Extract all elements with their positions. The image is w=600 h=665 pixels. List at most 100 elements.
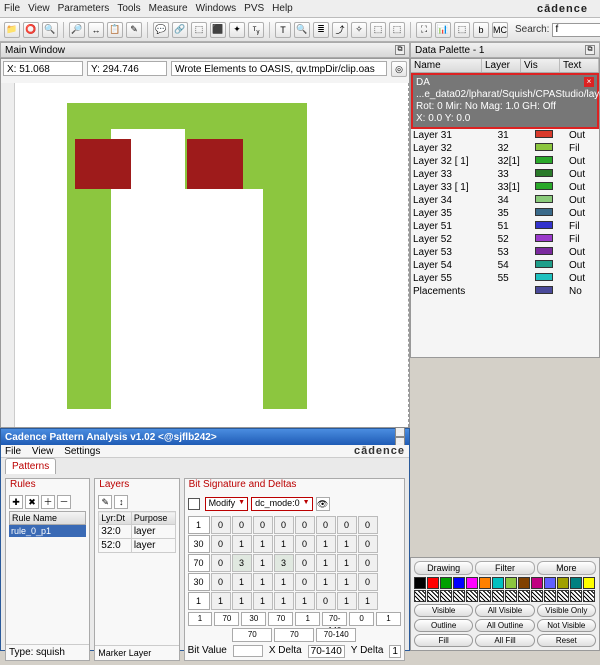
- modify-dropdown[interactable]: Modify: [205, 497, 249, 511]
- menu-file[interactable]: File: [4, 3, 20, 14]
- layer-table[interactable]: Layer 3131OutLayer 3232FilLayer 32 [ 1]3…: [411, 129, 599, 298]
- bit-cell[interactable]: 1: [232, 535, 252, 553]
- bit-cell[interactable]: 0: [358, 535, 378, 553]
- color-swatch[interactable]: [479, 577, 491, 589]
- dp-col-layer[interactable]: Layer: [482, 59, 521, 72]
- pat-menu-view[interactable]: View: [32, 446, 54, 457]
- visible-only-button[interactable]: Visible Only: [537, 604, 596, 617]
- color-swatch[interactable]: [466, 577, 478, 589]
- tab-filter[interactable]: Filter: [475, 561, 534, 575]
- toolbar-btn-11[interactable]: ✦: [229, 22, 245, 38]
- bit-col-label[interactable]: 0: [349, 612, 374, 626]
- toolbar-btn-16[interactable]: ⤴: [332, 22, 348, 38]
- pattern-swatch[interactable]: [414, 590, 426, 602]
- toolbar-btn-12[interactable]: ᵀᵧ: [248, 22, 264, 38]
- pat-menu-file[interactable]: File: [5, 446, 21, 457]
- fill-button[interactable]: Fill: [414, 634, 473, 647]
- toolbar-btn-5[interactable]: 📋: [107, 22, 123, 38]
- toolbar-btn-9[interactable]: ⬚: [191, 22, 207, 38]
- bit-cell[interactable]: 0: [295, 535, 315, 553]
- rules-zoomout-icon[interactable]: －: [57, 495, 71, 509]
- color-swatch[interactable]: [453, 577, 465, 589]
- bit-cell[interactable]: 0: [211, 535, 231, 553]
- reset-button[interactable]: Reset: [537, 634, 596, 647]
- bit-cell[interactable]: 0: [358, 516, 378, 534]
- bit-cell[interactable]: 0: [274, 516, 294, 534]
- bit-cell[interactable]: 1: [316, 573, 336, 591]
- layer-row[interactable]: Layer 5353Out: [411, 246, 599, 259]
- toolbar-btn-23[interactable]: b: [473, 22, 489, 38]
- bit-cell[interactable]: 0: [358, 573, 378, 591]
- toolbar-btn-19[interactable]: ⬚: [389, 22, 405, 38]
- placements-row[interactable]: PlacementsNo: [411, 285, 599, 298]
- dp-info-box[interactable]: × DA ...e_data02/lpharat/Squish/CPAStudi…: [411, 73, 599, 129]
- bit-cell[interactable]: 1: [274, 592, 294, 610]
- toolbar-btn-15[interactable]: ≣: [313, 22, 329, 38]
- bit-col-label[interactable]: 70-140: [322, 612, 347, 626]
- tab-patterns[interactable]: Patterns: [5, 458, 56, 474]
- xdelta-field[interactable]: 70-140: [308, 645, 345, 658]
- pattern-min-icon[interactable]: _: [395, 427, 405, 437]
- pattern-swatch[interactable]: [453, 590, 465, 602]
- toolbar-btn-24[interactable]: MC: [492, 22, 508, 38]
- eye-icon[interactable]: 👁: [316, 497, 330, 511]
- rules-header[interactable]: Rule Name: [9, 511, 86, 525]
- bit-cell[interactable]: 1: [337, 554, 357, 572]
- toolbar-btn-13[interactable]: T: [275, 22, 291, 38]
- bit-row-label[interactable]: 30: [188, 535, 210, 553]
- bit-col-label[interactable]: 1: [376, 612, 401, 626]
- data-palette-header[interactable]: Data Palette - 1 ⧉: [410, 42, 600, 58]
- menu-pvs[interactable]: PVS: [244, 3, 264, 14]
- pattern-swatch[interactable]: [505, 590, 517, 602]
- all-visible-button[interactable]: All Visible: [475, 604, 534, 617]
- bit-cell[interactable]: 1: [337, 592, 357, 610]
- rules-add-icon[interactable]: ✚: [9, 495, 23, 509]
- pattern-swatch[interactable]: [492, 590, 504, 602]
- toolbar-btn-18[interactable]: ⬚: [370, 22, 386, 38]
- bit-cell[interactable]: 1: [316, 554, 336, 572]
- pattern-swatch[interactable]: [544, 590, 556, 602]
- layers-swap-icon[interactable]: ↕: [114, 495, 128, 509]
- layout-shape[interactable]: [67, 103, 307, 129]
- toolbar-btn-4[interactable]: ↔: [88, 22, 104, 38]
- toolbar-btn-8[interactable]: 🔗: [172, 22, 188, 38]
- pattern-swatch[interactable]: [583, 590, 595, 602]
- toolbar-btn-22[interactable]: ⬚: [454, 22, 470, 38]
- pattern-swatch[interactable]: [466, 590, 478, 602]
- pattern-swatch[interactable]: [518, 590, 530, 602]
- bit-grid[interactable]: 1000000003001110110700313011030011101101…: [188, 516, 401, 610]
- toolbar-btn-20[interactable]: ⛶: [416, 22, 432, 38]
- color-swatch[interactable]: [518, 577, 530, 589]
- bit-cell[interactable]: 0: [295, 516, 315, 534]
- color-swatch[interactable]: [505, 577, 517, 589]
- visible-button[interactable]: Visible: [414, 604, 473, 617]
- toolbar-btn-17[interactable]: ✧: [351, 22, 367, 38]
- color-swatch[interactable]: [440, 577, 452, 589]
- dpal-dock-icon[interactable]: ⧉: [585, 45, 595, 55]
- dp-col-vis[interactable]: Vis: [521, 59, 560, 72]
- layout-shape[interactable]: [187, 139, 243, 189]
- bit-cell[interactable]: 1: [274, 535, 294, 553]
- bit-col-label[interactable]: 1: [295, 612, 320, 626]
- bit-row-label[interactable]: 1: [188, 516, 210, 534]
- layers-edit-icon[interactable]: ✎: [98, 495, 112, 509]
- color-swatch[interactable]: [570, 577, 582, 589]
- rules-del-icon[interactable]: ✖: [25, 495, 39, 509]
- layout-shape[interactable]: [263, 189, 307, 409]
- outline-button[interactable]: Outline: [414, 619, 473, 632]
- color-swatch[interactable]: [492, 577, 504, 589]
- main-window-header[interactable]: Main Window ⧉: [0, 42, 410, 58]
- toolbar-btn-10[interactable]: ⬛: [210, 22, 226, 38]
- close-icon[interactable]: ×: [584, 77, 594, 87]
- pattern-swatch[interactable]: [440, 590, 452, 602]
- main-dock-icon[interactable]: ⧉: [395, 45, 405, 55]
- tab-more[interactable]: More: [537, 561, 596, 575]
- bit-row-label[interactable]: 70: [188, 554, 210, 572]
- bit-cell[interactable]: 1: [253, 535, 273, 553]
- bit-cell[interactable]: 0: [253, 516, 273, 534]
- toolbar-btn-1[interactable]: ⭕: [23, 22, 39, 38]
- menu-help[interactable]: Help: [272, 3, 293, 14]
- toolbar-btn-0[interactable]: 📁: [4, 22, 20, 38]
- layout-shape[interactable]: [75, 139, 131, 189]
- bit-cell[interactable]: 1: [274, 573, 294, 591]
